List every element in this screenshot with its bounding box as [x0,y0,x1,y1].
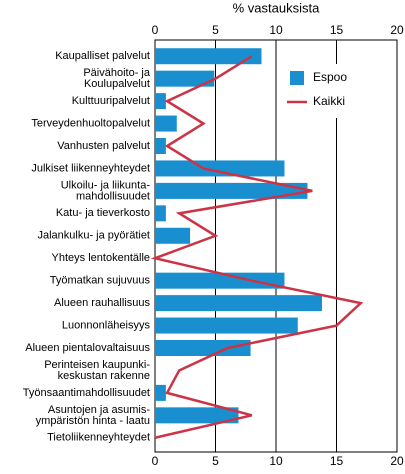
y-tick-label: Tietoliikenneyhteydet [47,432,150,444]
x-tick-label: 20 [390,454,404,468]
y-tick-label: Yhteys lentokentälle [52,252,150,264]
bar [155,160,285,177]
y-tick-label: Alueen pientalovaltaisuus [25,342,150,354]
x-tick-label-top: 10 [269,23,283,37]
y-tick-label: Vanhusten palvelut [57,140,150,152]
y-tick-label: Työnsaantimahdollisuudet [23,387,150,399]
x-tick-label-top: 5 [212,23,219,37]
x-tick-label-top: 20 [390,23,404,37]
legend-label: Kaikki [313,94,345,108]
y-tick-label: Päivähoito- ja Koulupalvelut [83,67,151,90]
bar [155,295,322,312]
x-tick-label-top: 15 [330,23,344,37]
bar [155,407,239,424]
bar [155,205,166,222]
bar [155,93,166,110]
bar [155,340,251,356]
bar [155,115,177,132]
y-tick-label: Alueen rauhallisuus [54,297,151,309]
chart-title: % vastauksista [233,0,320,15]
y-tick-label: Perinteisen kaupunki-keskustan rakenne [44,359,150,382]
x-tick-label: 15 [330,454,344,468]
bar [155,182,308,199]
bar [155,384,166,401]
legend-swatch [290,71,304,85]
x-tick-label-top: 0 [152,23,159,37]
bar [155,227,191,244]
bar [155,48,262,65]
bar [155,272,285,289]
x-tick-label: 0 [152,454,159,468]
y-tick-label: Kulttuuripalvelut [72,95,150,107]
line [150,55,364,439]
bar [155,317,298,334]
y-tick-label: Kaupalliset palvelut [55,50,150,62]
y-tick-label: Terveydenhuoltopalvelut [31,117,150,129]
y-tick-label: Ulkoilu- ja liikunta-mahdollisuudet [61,179,151,202]
y-tick-label: Työmatkan sujuvuus [50,275,151,287]
x-tick-label: 10 [269,454,283,468]
y-tick-label: Luonnonläheisyys [62,319,151,331]
y-tick-label: Asuntojen ja asumis-ympäristön hinta - l… [36,404,151,427]
x-tick-label: 5 [212,454,219,468]
y-tick-label: Jalankulku- ja pyörätiet [37,230,150,242]
legend-label: Espoo [313,70,347,84]
bar [155,138,166,154]
y-tick-label: Julkiset liikenneyhteydet [31,162,150,174]
bar [155,70,215,87]
y-tick-label: Katu- ja tieverkosto [56,207,150,219]
